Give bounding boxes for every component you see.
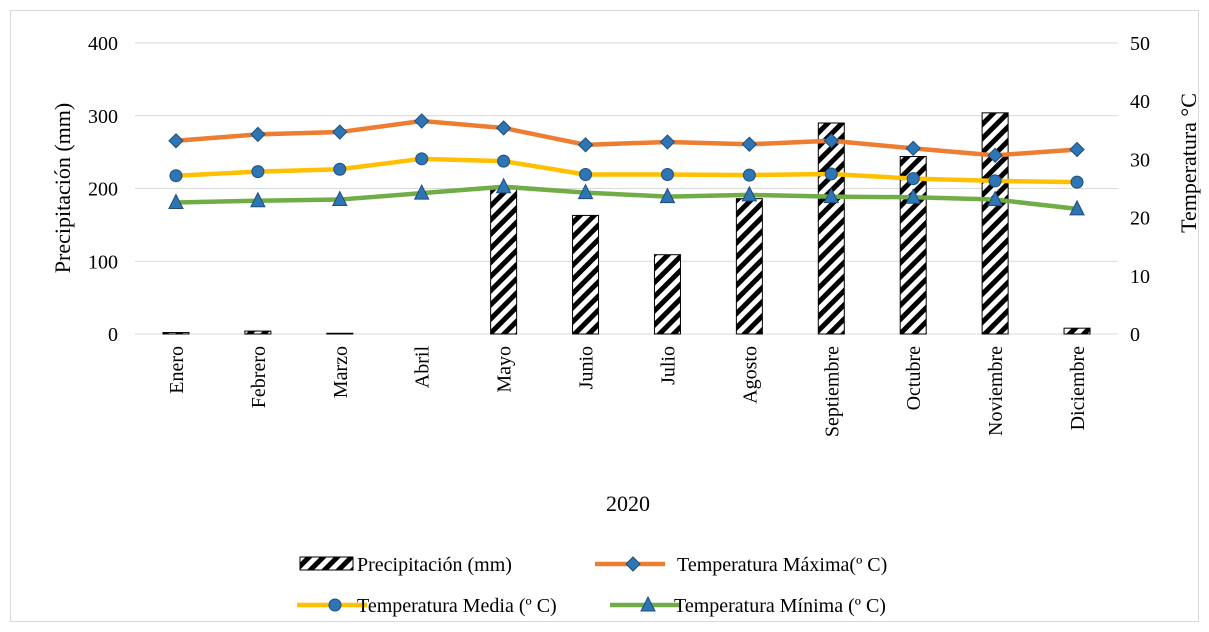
x-tick-label: Junio xyxy=(576,346,598,389)
mean-temp-point xyxy=(579,168,593,182)
min-temp-point xyxy=(413,184,430,200)
x-tick-label: Diciembre xyxy=(1067,346,1089,431)
right-axis-ticks: 0 10 20 30 40 50 xyxy=(1130,33,1150,346)
x-tick-label: Mayo xyxy=(494,346,516,393)
left-axis-ticks: 0 100 200 300 400 xyxy=(88,33,118,346)
y-tick-label: 200 xyxy=(88,179,118,201)
precipitation-bar xyxy=(490,188,518,335)
mean-temp-point xyxy=(251,165,265,179)
mean-temp-line xyxy=(173,156,1080,185)
precipitation-bar xyxy=(653,254,681,335)
x-axis-title: 2020 xyxy=(606,491,650,516)
x-tick-label: Enero xyxy=(166,346,188,394)
min-temp-point xyxy=(987,190,1003,207)
min-temp-point xyxy=(905,188,922,204)
x-tick-label: Febrero xyxy=(248,346,270,408)
chart-frame xyxy=(10,10,1199,622)
legend-item-max-temp: Temperatura Máxima(º C) xyxy=(595,554,887,576)
mean-temp-point xyxy=(333,162,347,176)
legend-label: Temperatura Media (º C) xyxy=(357,595,557,617)
min-temp-point xyxy=(331,190,348,207)
mean-temp-point xyxy=(497,154,511,168)
max-temp-point xyxy=(741,136,758,152)
legend: Precipitación (mm) Temperatura Máxima(º C… xyxy=(297,554,887,617)
precipitation-bar xyxy=(244,330,272,335)
max-temp-point xyxy=(577,137,594,153)
y2-tick-label: 50 xyxy=(1130,33,1150,55)
mean-temp-point xyxy=(824,167,838,181)
mean-temp-point xyxy=(415,152,429,166)
min-temp-point xyxy=(577,183,594,200)
y2-tick-label: 10 xyxy=(1130,266,1150,288)
max-temp-point xyxy=(250,126,266,143)
max-temp-point xyxy=(659,134,676,150)
x-tick-label: Julio xyxy=(657,346,679,385)
precipitation-bar xyxy=(326,332,354,335)
max-temp-point xyxy=(1069,141,1085,158)
min-temp-point xyxy=(1069,199,1085,216)
max-temp-point xyxy=(823,133,839,149)
precipitation-bar xyxy=(817,122,845,335)
mean-temp-point xyxy=(660,168,674,182)
legend-item-mean-temp: Temperatura Media (º C) xyxy=(297,595,557,617)
legend-item-precipitation: Precipitación (mm) xyxy=(299,554,512,576)
min-temp-point xyxy=(495,177,512,194)
x-tick-label: Abril xyxy=(412,346,434,389)
legend-marker xyxy=(625,556,641,572)
temperature-markers xyxy=(168,113,1085,216)
y-tick-label: 100 xyxy=(88,251,118,273)
min-temp-line xyxy=(173,184,1080,212)
mean-temp-point xyxy=(988,174,1002,188)
max-temp-line xyxy=(173,118,1080,158)
y-tick-label: 400 xyxy=(88,33,118,55)
max-temp-point xyxy=(905,140,921,157)
max-temp-point xyxy=(332,124,348,140)
legend-label: Precipitación (mm) xyxy=(357,554,512,576)
min-temp-point xyxy=(168,193,184,209)
min-temp-point xyxy=(741,185,758,202)
y2-tick-label: 40 xyxy=(1130,91,1150,113)
gridlines xyxy=(135,42,1118,335)
max-temp-point xyxy=(987,147,1003,164)
x-tick-label: Agosto xyxy=(739,346,761,404)
mean-temp-point xyxy=(1070,175,1084,189)
precipitation-bar xyxy=(981,112,1009,335)
precipitation-bar xyxy=(162,332,190,335)
legend-marker xyxy=(640,595,656,612)
x-tick-label: Marzo xyxy=(330,346,352,398)
x-tick-label: Octubre xyxy=(903,346,925,411)
precipitation-bar xyxy=(735,198,763,335)
y-tick-label: 0 xyxy=(108,324,118,346)
y2-tick-label: 0 xyxy=(1130,324,1140,346)
precipitation-bar xyxy=(1063,327,1091,335)
legend-swatch-bar xyxy=(299,556,354,571)
y2-tick-label: 30 xyxy=(1130,149,1150,171)
mean-temp-point xyxy=(742,168,756,182)
precipitation-bar xyxy=(572,214,600,335)
min-temp-point xyxy=(823,187,840,204)
temperature-lines xyxy=(173,118,1080,212)
y2-tick-label: 20 xyxy=(1130,208,1150,230)
legend-label: Temperatura Máxima(º C) xyxy=(677,554,887,576)
x-axis-ticks: Enero Febrero Marzo Abril Mayo Junio Julio Agos… xyxy=(166,346,1089,438)
max-temp-point xyxy=(414,113,430,129)
mean-temp-point xyxy=(906,172,920,186)
min-temp-point xyxy=(250,191,266,208)
legend-label: Temperatura Mínima (º C) xyxy=(674,595,886,617)
x-tick-label: Septiembre xyxy=(821,346,843,437)
min-temp-point xyxy=(659,187,676,204)
x-tick-label: Noviembre xyxy=(985,346,1007,436)
precipitation-bars xyxy=(162,112,1091,335)
y-axis-title: Precipitación (mm) xyxy=(50,103,75,273)
legend-marker xyxy=(328,598,342,612)
legend-item-min-temp: Temperatura Mínima (º C) xyxy=(610,595,886,617)
y-tick-label: 300 xyxy=(88,106,118,128)
mean-temp-point xyxy=(169,169,183,183)
max-temp-point xyxy=(168,133,184,149)
precipitation-bar xyxy=(899,155,927,335)
y2-axis-title: Temperatura °C xyxy=(1176,93,1201,233)
max-temp-point xyxy=(495,120,512,136)
